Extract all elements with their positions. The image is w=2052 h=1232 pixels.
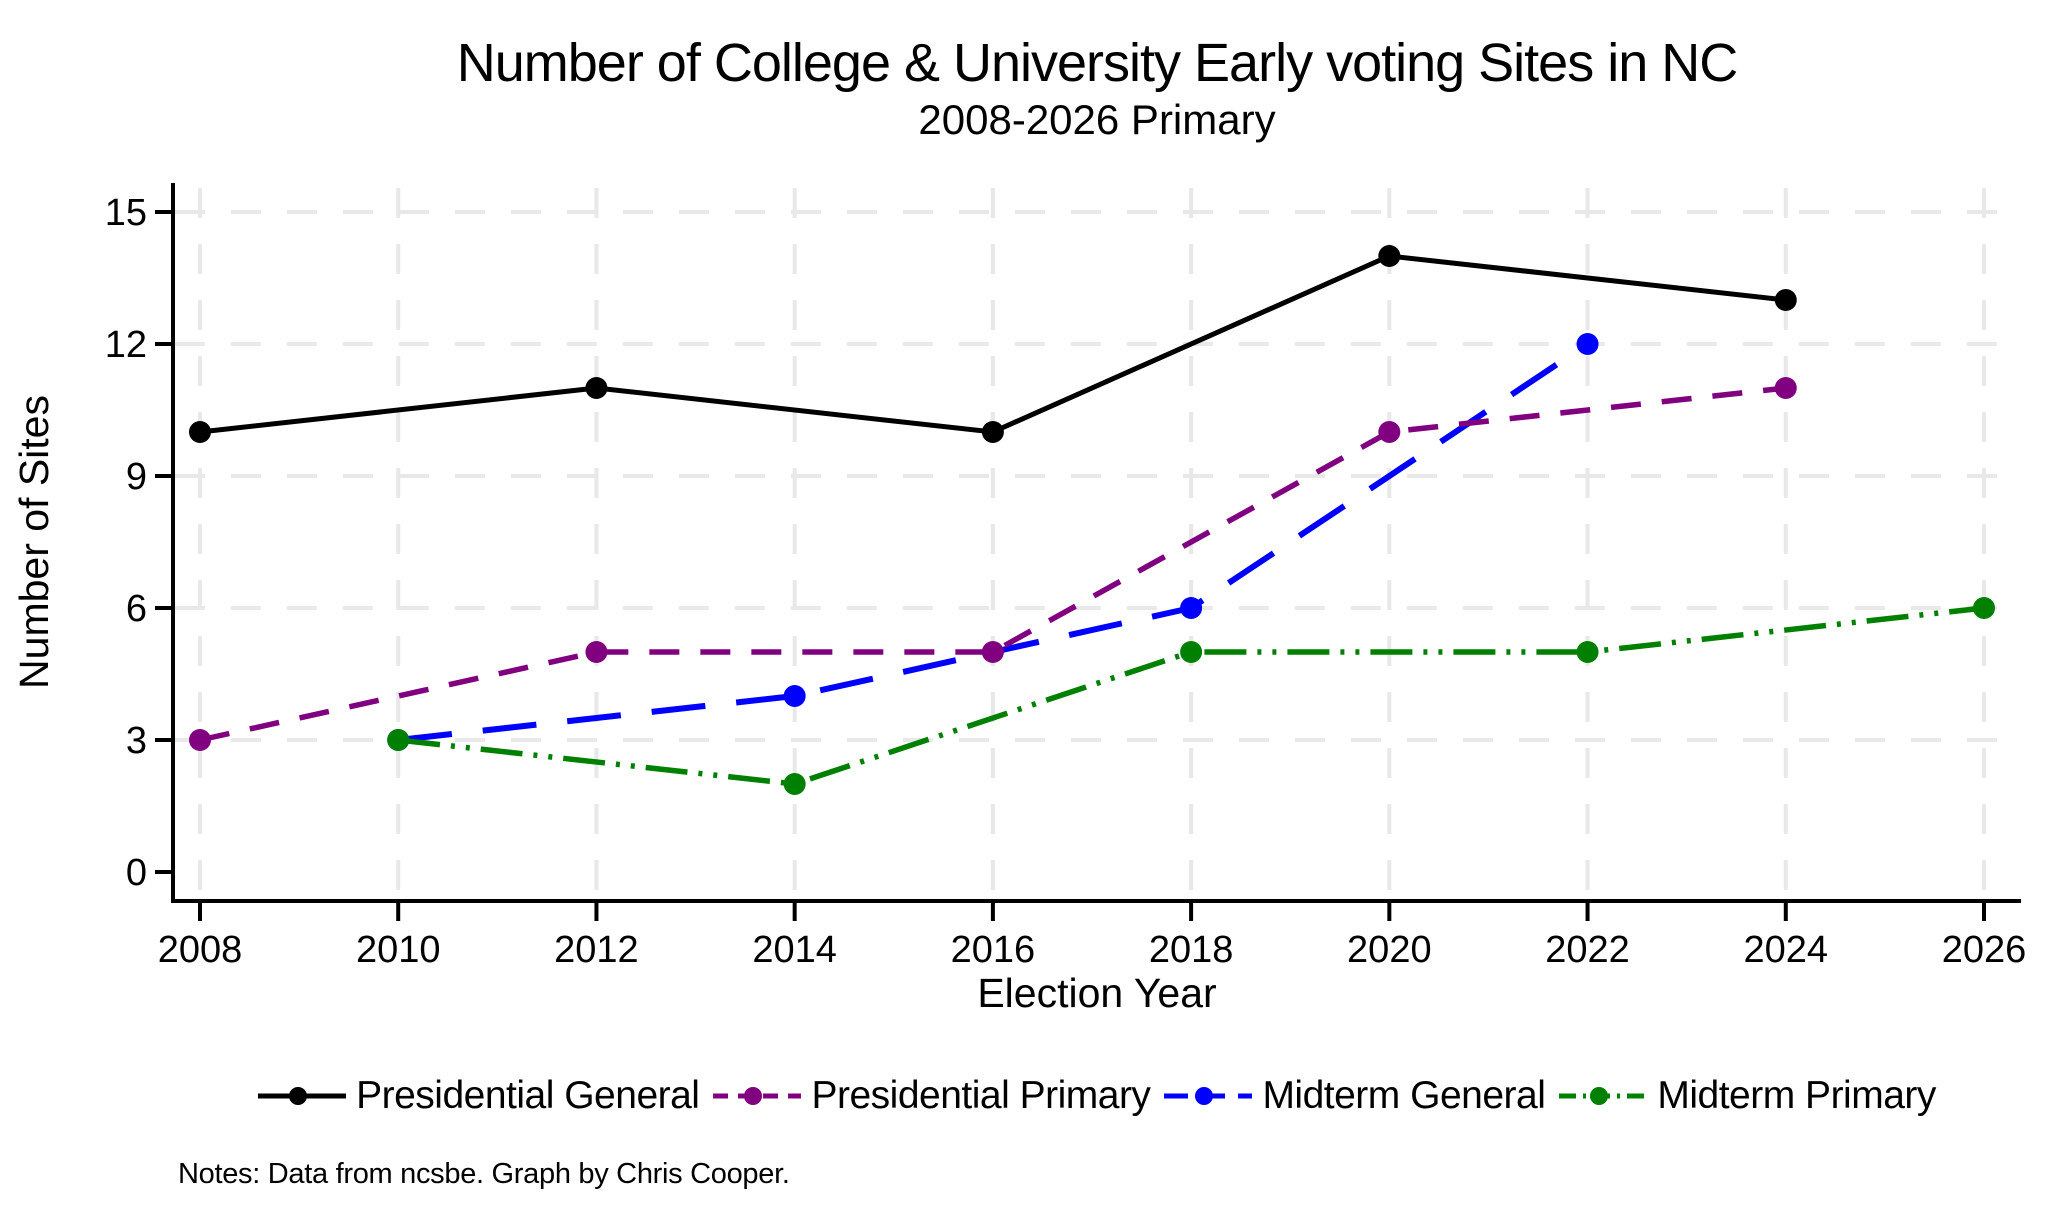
legend-sample-marker [1590,1087,1609,1105]
y-axis-title: Number of Sites [11,395,57,689]
legend-sample-marker [1195,1087,1214,1105]
x-axis-title: Election Year [977,970,1216,1016]
chart-subtitle: 2008-2026 Primary [918,96,1276,143]
data-point-presidential-general [1774,289,1797,311]
data-point-midterm-general [783,685,806,707]
y-tick-label: 9 [126,456,147,498]
legend-line-sample-presidential-primary [713,1087,802,1105]
legend-label-presidential-primary: Presidential Primary [811,1074,1151,1117]
data-point-midterm-primary [1180,641,1203,663]
chart-title: Number of College & University Early vot… [456,33,1739,93]
data-point-presidential-general [189,421,211,443]
data-point-midterm-general [1180,597,1203,619]
legend-label-midterm-general: Midterm General [1262,1074,1546,1117]
legend-label-midterm-primary: Midterm Primary [1657,1074,1936,1117]
x-tick-label: 2026 [1942,929,2027,971]
y-tick-label: 12 [105,324,147,366]
chart-legend: Presidential General Presidential Primar… [142,1068,2052,1124]
legend-line-sample-presidential-general [258,1087,347,1105]
data-point-presidential-primary [1378,421,1401,443]
legend-sample-marker [744,1087,763,1105]
x-tick-label: 2016 [951,929,1036,971]
data-point-midterm-primary [1973,597,1995,619]
x-tick-label: 2010 [356,929,441,971]
data-point-presidential-general [585,377,608,399]
x-tick-label: 2008 [158,929,243,971]
legend-item-presidential-primary: Presidential Primary [713,1074,1151,1118]
chart-notes: Notes: Data from ncsbe. Graph by Chris C… [178,1158,790,1190]
y-tick-label: 0 [126,852,147,894]
legend-line-sample-midterm-primary [1559,1087,1648,1105]
data-point-presidential-general [981,421,1004,443]
y-tick-label: 15 [105,192,147,234]
legend-item-presidential-general: Presidential General [258,1074,700,1118]
x-tick-label: 2012 [554,929,639,971]
legend-label-presidential-general: Presidential General [356,1074,700,1117]
data-point-presidential-general [1378,245,1401,267]
x-tick-label: 2018 [1149,929,1234,971]
data-point-presidential-primary [1774,377,1797,399]
x-tick-label: 2022 [1545,929,1630,971]
x-tick-label: 2020 [1347,929,1432,971]
x-tick-label: 2014 [752,929,837,971]
data-point-midterm-general [1576,333,1599,355]
x-tick-label: 2024 [1744,929,1829,971]
data-point-midterm-primary [387,729,410,751]
y-tick-label: 3 [126,720,147,762]
data-point-midterm-primary [1576,641,1599,663]
series-line-presidential-primary [199,385,1787,743]
data-point-presidential-primary [189,729,211,751]
legend-item-midterm-general: Midterm General [1164,1074,1546,1118]
data-point-presidential-primary [585,641,608,663]
legend-sample-marker [289,1087,308,1105]
legend-item-midterm-primary: Midterm Primary [1559,1074,1936,1118]
legend-line-sample-midterm-general [1164,1087,1253,1105]
y-tick-label: 6 [126,588,147,630]
data-point-presidential-primary [981,641,1004,663]
data-point-midterm-primary [783,773,806,795]
